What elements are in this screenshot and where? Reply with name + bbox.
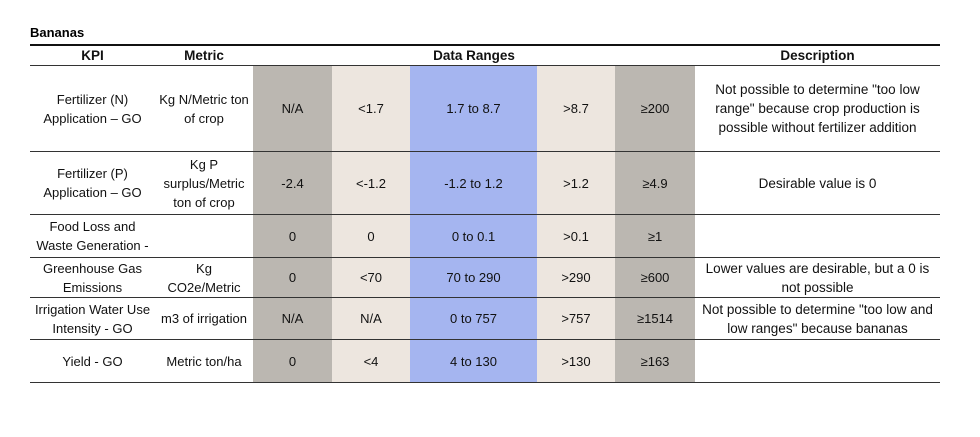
table-cell: ≥163 xyxy=(615,340,695,383)
table-cell: Not possible to determine "too low range… xyxy=(695,66,940,152)
table-cell: -2.4 xyxy=(253,152,332,215)
table-cell: >290 xyxy=(537,258,615,298)
table-cell: ≥1514 xyxy=(615,298,695,340)
table-cell: 0 xyxy=(253,258,332,298)
table-cell: 1.7 to 8.7 xyxy=(410,66,537,152)
table-cell: >8.7 xyxy=(537,66,615,152)
table-cell: ≥4.9 xyxy=(615,152,695,215)
table-title: Bananas xyxy=(30,25,85,40)
table-cell: 70 to 290 xyxy=(410,258,537,298)
header-cell: Description xyxy=(695,46,940,66)
table-cell: Kg CO2e/Metric xyxy=(155,258,253,298)
table-cell: >757 xyxy=(537,298,615,340)
table-cell: 0 to 757 xyxy=(410,298,537,340)
table-cell: Yield - GO xyxy=(30,340,155,383)
table-cell: <4 xyxy=(332,340,410,383)
table-cell: Not possible to determine "too low and l… xyxy=(695,298,940,340)
table-cell: 0 to 0.1 xyxy=(410,215,537,258)
table-cell: Food Loss and Waste Generation - xyxy=(30,215,155,258)
table-cell: 0 xyxy=(332,215,410,258)
table-cell: N/A xyxy=(332,298,410,340)
table-cell: -1.2 to 1.2 xyxy=(410,152,537,215)
table-cell xyxy=(155,215,253,258)
table-cell: <-1.2 xyxy=(332,152,410,215)
table-cell: N/A xyxy=(253,298,332,340)
table-cell: Kg P surplus/Metric ton of crop xyxy=(155,152,253,215)
table-cell: Fertilizer (N) Application – GO xyxy=(30,66,155,152)
table-cell: 0 xyxy=(253,340,332,383)
table-cell: Desirable value is 0 xyxy=(695,152,940,215)
table-cell: ≥600 xyxy=(615,258,695,298)
table-cell: >130 xyxy=(537,340,615,383)
header-cell: Data Ranges xyxy=(253,46,695,66)
table-cell: >0.1 xyxy=(537,215,615,258)
header-cell: Metric xyxy=(155,46,253,66)
header-cell: KPI xyxy=(30,46,155,66)
table-cell xyxy=(695,215,940,258)
table-cell: Irrigation Water Use Intensity - GO xyxy=(30,298,155,340)
table-cell: m3 of irrigation xyxy=(155,298,253,340)
table-cell: <1.7 xyxy=(332,66,410,152)
table-cell: >1.2 xyxy=(537,152,615,215)
table-cell: 0 xyxy=(253,215,332,258)
table-cell: ≥200 xyxy=(615,66,695,152)
table-cell: Fertilizer (P) Application – GO xyxy=(30,152,155,215)
table-cell: <70 xyxy=(332,258,410,298)
table-cell: ≥1 xyxy=(615,215,695,258)
top-rule xyxy=(30,44,940,46)
table-cell: Lower values are desirable, but a 0 is n… xyxy=(695,258,940,298)
table-cell: Greenhouse Gas Emissions xyxy=(30,258,155,298)
table-cell xyxy=(695,340,940,383)
table-cell: N/A xyxy=(253,66,332,152)
table-cell: Kg N/Metric ton of crop xyxy=(155,66,253,152)
table-cell: Metric ton/ha xyxy=(155,340,253,383)
table-cell: 4 to 130 xyxy=(410,340,537,383)
